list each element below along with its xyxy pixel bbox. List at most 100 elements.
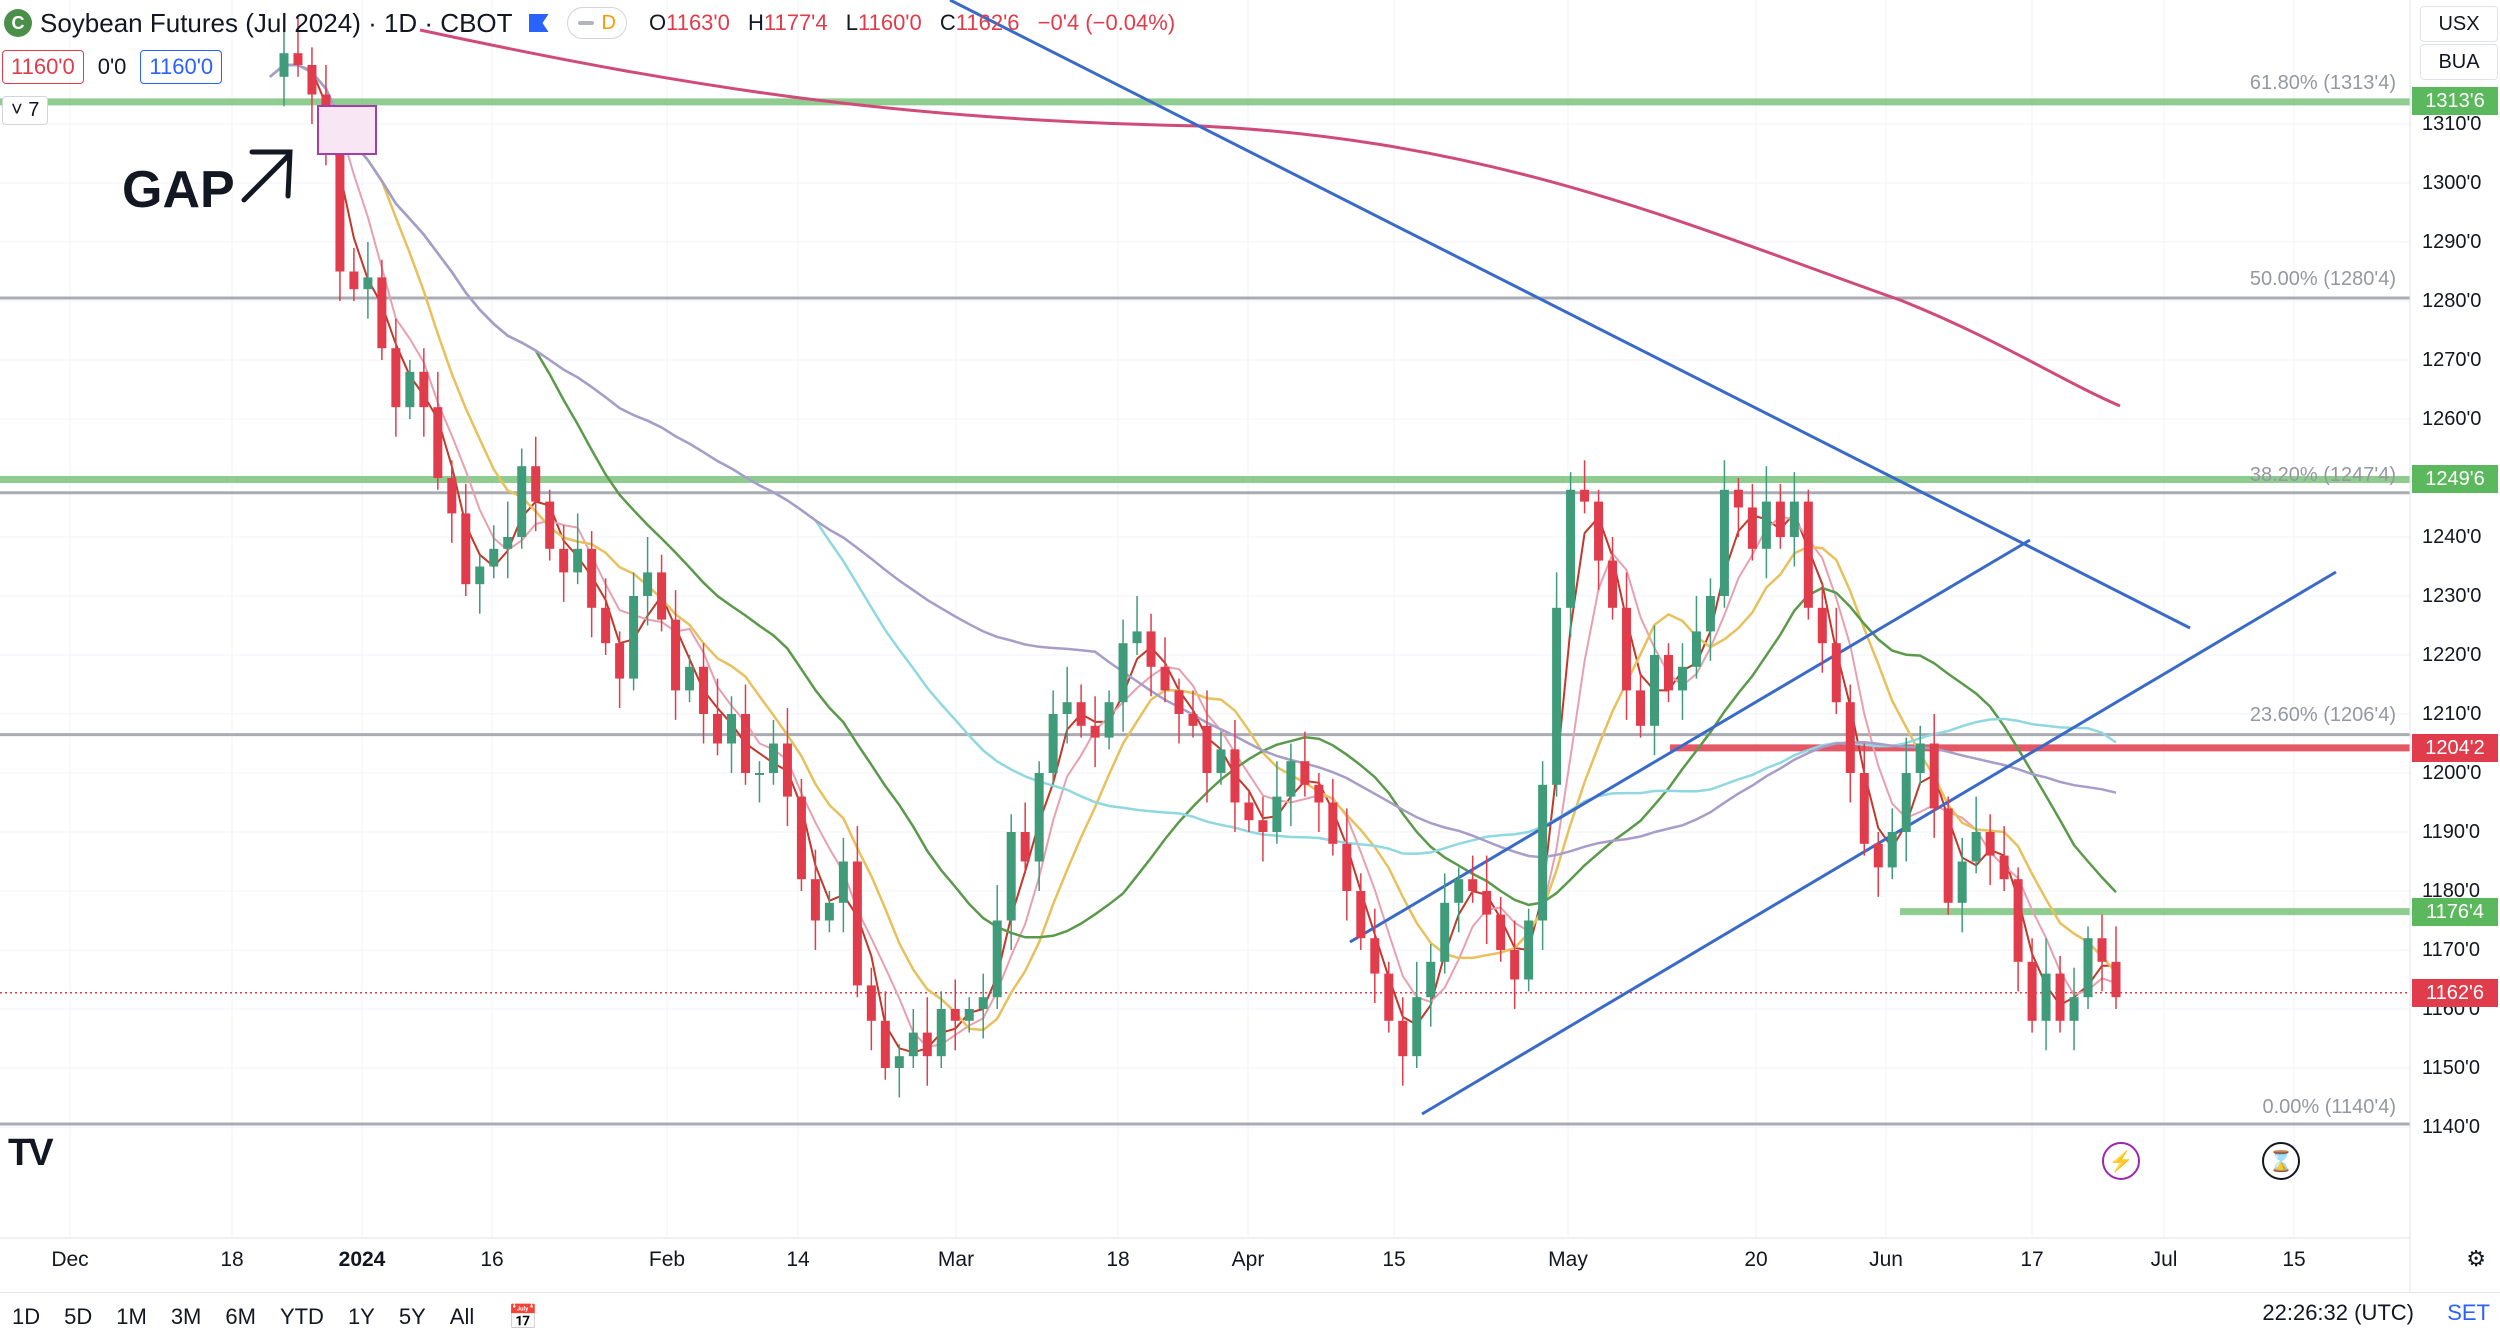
x-tick: Apr — [1231, 1248, 1265, 1271]
candle-body — [1957, 861, 1967, 903]
candlestick — [1733, 478, 1743, 537]
candlestick — [377, 259, 387, 360]
candlestick — [908, 1009, 918, 1068]
sell-button[interactable]: 1160'0 — [2, 50, 84, 84]
candlestick — [754, 761, 764, 803]
candle-body — [1426, 961, 1436, 998]
candle-body — [671, 619, 681, 691]
candle-body — [2027, 961, 2037, 1021]
candle-body — [1132, 631, 1142, 644]
candle-body — [1076, 702, 1086, 726]
candlesticks — [279, 17, 2121, 1098]
candle-body — [1999, 855, 2009, 880]
buy-button[interactable]: 1160'0 — [140, 50, 223, 84]
y-tick: 1200'0 — [2422, 762, 2482, 784]
session-settings-button[interactable]: SET — [2447, 1300, 2490, 1325]
candle-body — [1789, 501, 1799, 537]
candlestick — [1300, 731, 1310, 797]
range-all-button[interactable]: All — [449, 1304, 475, 1329]
candlestick — [1915, 725, 1925, 785]
fib-label-000: 0.00% (1140'4) — [2262, 1096, 2396, 1118]
candle-body — [2083, 938, 2093, 998]
candle-body — [1608, 560, 1618, 608]
candlestick — [1943, 796, 1953, 915]
moving-average-line — [269, 63, 2117, 859]
candlestick — [1538, 761, 1548, 950]
x-tick: May — [1548, 1248, 1588, 1271]
spread-value: 0'0 — [97, 54, 127, 79]
range-1m-button[interactable]: 1M — [116, 1304, 147, 1329]
range-6m-button[interactable]: 6M — [225, 1304, 256, 1329]
candle-body — [1216, 749, 1226, 773]
candlestick — [643, 537, 653, 626]
tradingview-logo[interactable]: TV — [8, 1132, 54, 1174]
candlestick — [1006, 814, 1016, 950]
candlestick — [1258, 796, 1268, 862]
range-1y-button[interactable]: 1Y — [347, 1304, 375, 1329]
range-3m-button[interactable]: 3M — [170, 1304, 202, 1329]
candlestick — [601, 578, 611, 655]
lightning-icon[interactable]: ⚡ — [2102, 1142, 2140, 1180]
candlestick — [1342, 808, 1352, 921]
candlestick — [1789, 472, 1799, 567]
candle-body — [1733, 489, 1743, 508]
indicators-toggle-button[interactable]: ˅ 7 — [2, 96, 49, 125]
candle-body — [1887, 832, 1897, 868]
candlestick — [475, 554, 485, 614]
candlestick — [796, 778, 806, 891]
candlestick — [2013, 867, 2023, 992]
candle-body — [1524, 920, 1534, 980]
candle-body — [796, 796, 806, 880]
ohlc-high: 1177'4 — [763, 10, 828, 35]
candlestick — [838, 837, 848, 933]
y-tick: 1280'0 — [2422, 290, 2482, 312]
candlestick — [1328, 778, 1338, 856]
fib-label-618: 61.80% (1313'4) — [2249, 72, 2396, 94]
candlestick — [685, 655, 695, 703]
candlestick — [1677, 643, 1687, 720]
candle-body — [1552, 607, 1562, 785]
delay-pill[interactable]: D — [566, 7, 627, 39]
candle-body — [685, 666, 695, 691]
candle-body — [1817, 607, 1827, 644]
candlestick — [293, 17, 303, 77]
range-ytd-button[interactable]: YTD — [279, 1304, 324, 1329]
candlestick — [1831, 607, 1841, 714]
chart-grid — [0, 0, 2410, 1238]
symbol-bua-button[interactable]: BUA — [2420, 44, 2498, 80]
candlestick — [1775, 483, 1785, 549]
symbol-title[interactable]: Soybean Futures (Jul 2024) · 1D · CBOT — [40, 7, 513, 38]
candlestick — [1034, 761, 1044, 891]
candle-body — [727, 714, 736, 744]
candle-body — [964, 1009, 974, 1021]
calendar-icon[interactable]: 📅 — [508, 1303, 539, 1331]
order-row: 1160'0 0'0 1160'0 — [2, 50, 223, 84]
range-1d-button[interactable]: 1D — [12, 1304, 41, 1329]
candle-body — [1775, 501, 1785, 537]
candle-body — [1719, 489, 1729, 596]
x-tick: 16 — [480, 1248, 504, 1271]
x-tick: Mar — [937, 1248, 975, 1271]
candlestick — [335, 141, 345, 301]
candlestick — [1608, 537, 1618, 620]
ohlc-readout: O1163'0 H1177'4 L1160'0 C1162'6 −0'4 (−0… — [649, 10, 1187, 36]
flag-icon[interactable] — [528, 14, 549, 32]
y-tick: 1170'0 — [2422, 939, 2480, 961]
hourglass-icon[interactable]: ⌛ — [2262, 1142, 2300, 1180]
range-5d-button[interactable]: 5D — [64, 1304, 93, 1329]
moving-average-line — [269, 64, 2116, 1054]
candlestick — [1062, 666, 1072, 744]
symbol-usx-button[interactable]: USX — [2420, 6, 2498, 42]
candlestick — [1817, 584, 1827, 673]
x-tick: 15 — [2282, 1248, 2306, 1271]
price-label-1176: 1176'4 — [2412, 898, 2498, 926]
candlestick — [447, 460, 457, 543]
candle-body — [2041, 973, 2051, 1021]
range-5y-button[interactable]: 5Y — [398, 1304, 426, 1329]
candlestick — [1901, 737, 1911, 862]
chart-header: C Soybean Futures (Jul 2024) · 1D · CBOT… — [0, 4, 1187, 42]
clock-display[interactable]: 22:26:32 (UTC) — [2262, 1300, 2414, 1325]
candle-body — [810, 879, 820, 921]
gear-icon[interactable]: ⚙ — [2466, 1246, 2486, 1271]
